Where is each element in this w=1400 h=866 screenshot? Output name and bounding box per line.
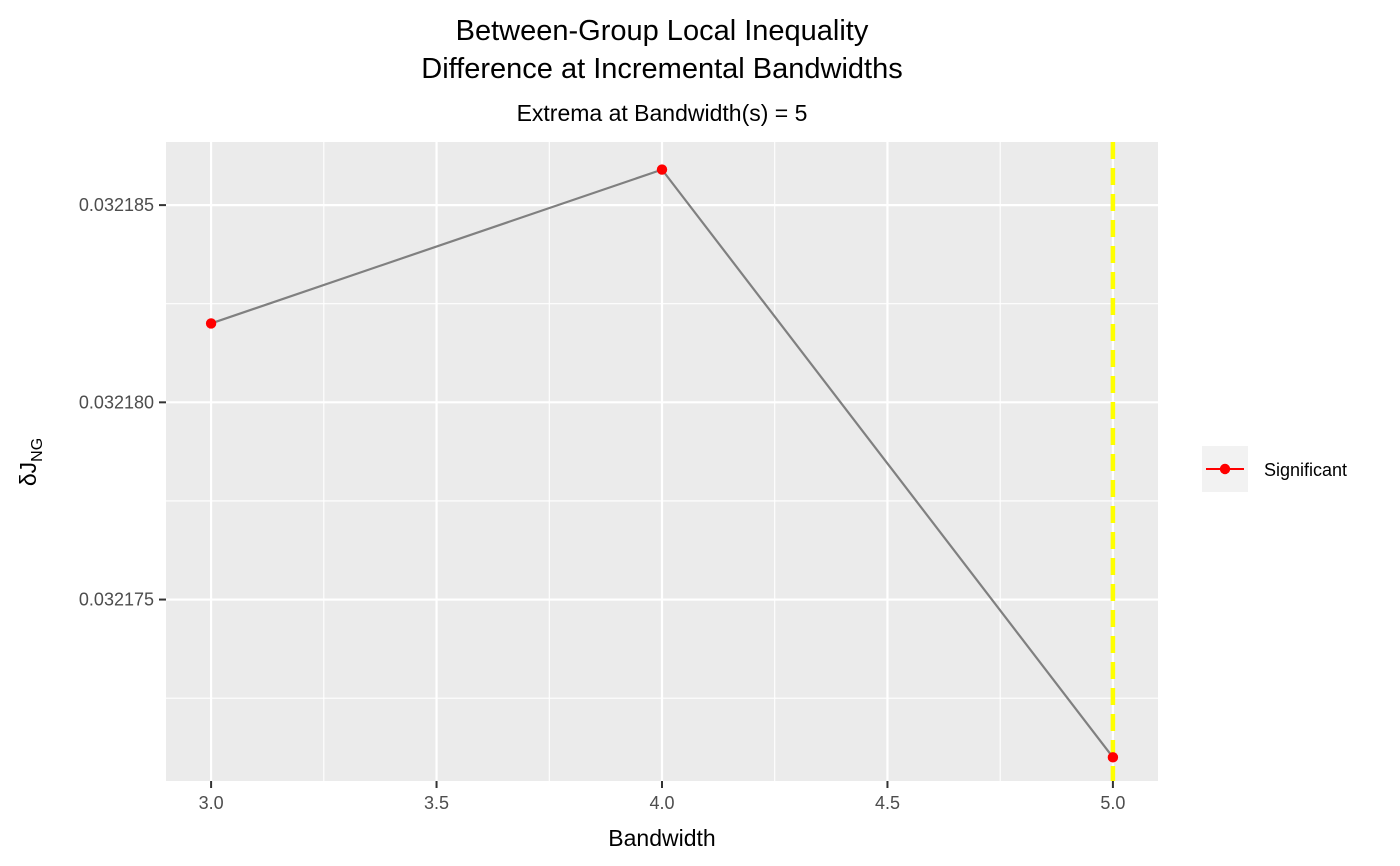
y-axis: 0.032175 0.032180 0.032185 (79, 195, 166, 610)
y-axis-title-main: δJ (15, 462, 41, 486)
y-tick-label: 0.032185 (79, 195, 154, 215)
chart-subtitle: Extrema at Bandwidth(s) = 5 (517, 100, 808, 126)
y-axis-title-sub: NG (29, 438, 46, 462)
chart-title-line2: Difference at Incremental Bandwidths (421, 53, 902, 85)
x-tick-label: 3.5 (424, 793, 449, 813)
x-tick-label: 3.0 (199, 793, 224, 813)
x-tick-label: 5.0 (1100, 793, 1125, 813)
x-axis-title: Bandwidth (608, 825, 715, 851)
grid-major (166, 142, 1158, 781)
x-tick-label: 4.0 (649, 793, 674, 813)
x-axis: 3.0 3.5 4.0 4.5 5.0 (199, 781, 1125, 813)
y-tick-label: 0.032180 (79, 392, 154, 412)
chart-title-line1: Between-Group Local Inequality (456, 15, 869, 47)
y-axis-title: δJNG (15, 438, 46, 486)
data-point (205, 318, 217, 329)
y-tick-label: 0.032175 (79, 590, 154, 610)
data-point (1107, 752, 1119, 763)
data-point (656, 164, 668, 175)
legend-label-significant: Significant (1264, 460, 1347, 480)
series-layer (205, 164, 1119, 763)
x-tick-label: 4.5 (875, 793, 900, 813)
legend: Significant (1202, 446, 1347, 492)
legend-key-point (1219, 463, 1231, 475)
